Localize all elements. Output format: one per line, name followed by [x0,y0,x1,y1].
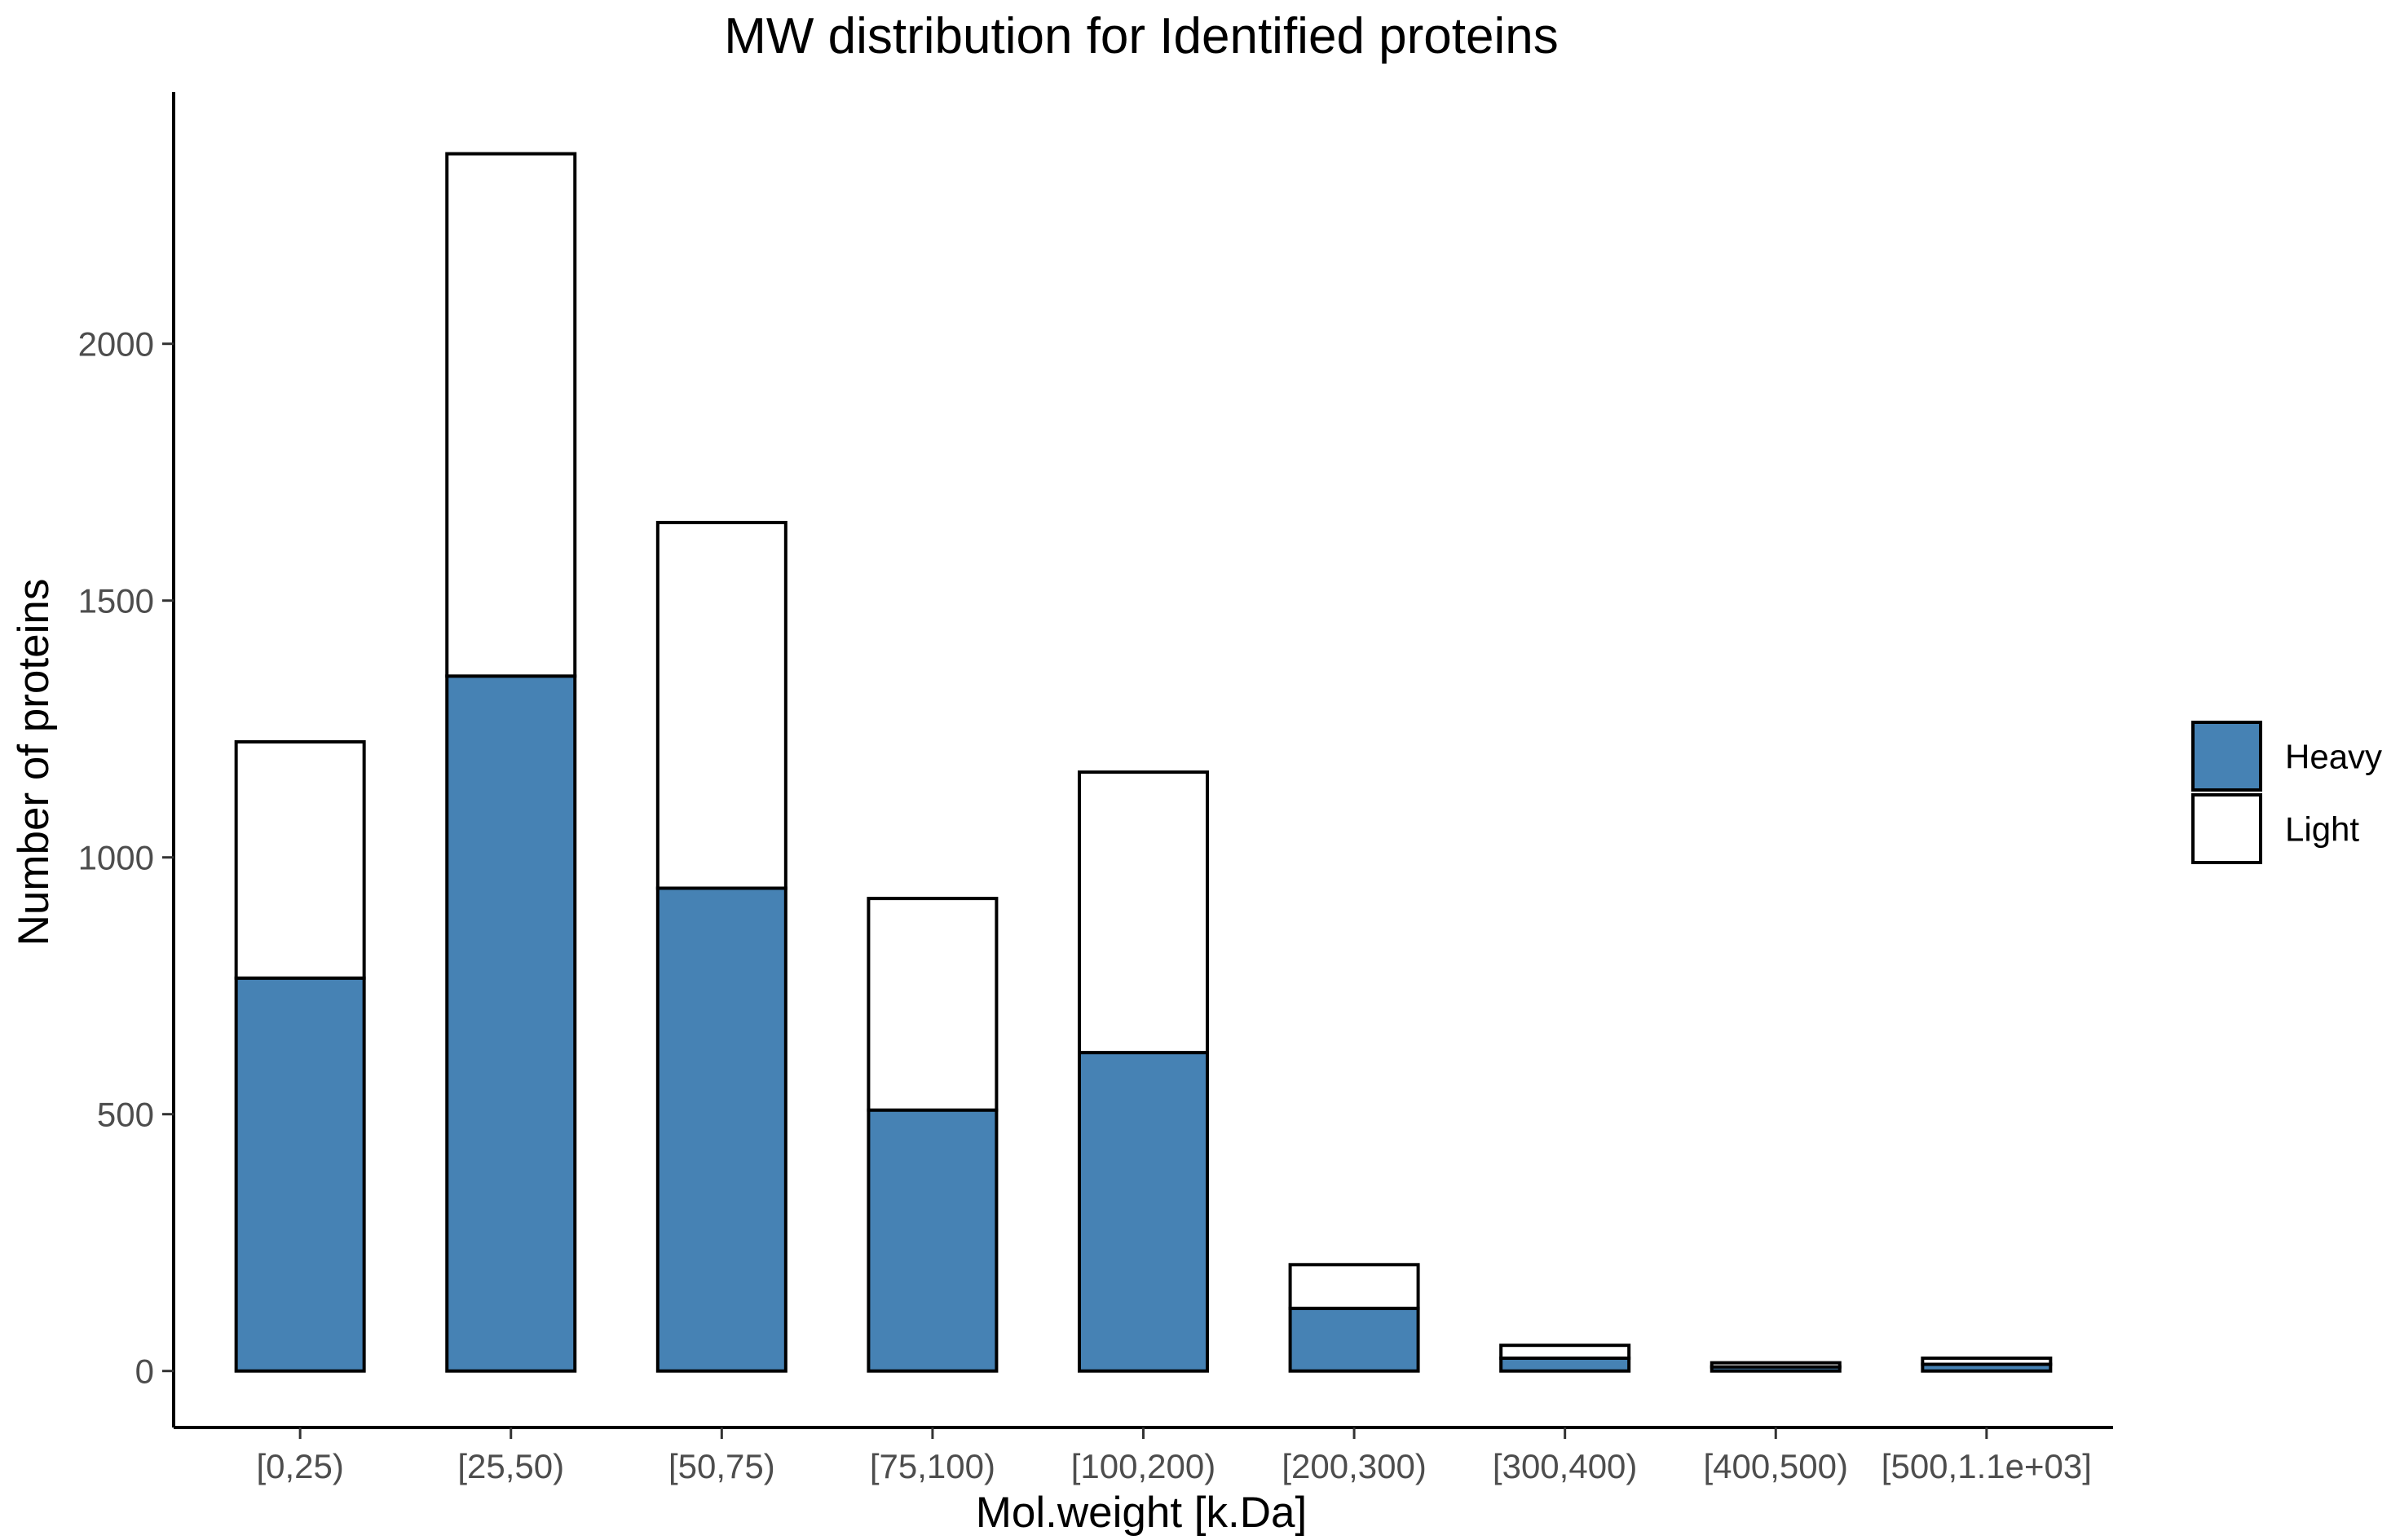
bar-heavy-3 [867,1108,999,1373]
plot-area: 0 500 1000 1500 2000 [0,25) [25,50) [50,75) [75,… [78,92,2113,1485]
bar-light-3 [867,897,999,1112]
bar-light-8 [1921,1356,2053,1366]
x-tick-label: [300,400) [1493,1447,1637,1485]
bar-heavy-5 [1288,1306,1420,1373]
bar-light-5 [1288,1263,1420,1310]
bar-heavy-1 [445,674,577,1373]
x-tick-label: [100,200) [1071,1447,1215,1485]
y-tick-label: 1000 [78,839,154,877]
bar-light-1 [445,152,577,678]
bar-light-6 [1499,1344,1631,1360]
y-tick-label: 0 [135,1352,154,1391]
legend-label-light: Light [2285,810,2359,849]
x-tick-label: [0,25) [256,1447,343,1485]
x-tick-label: [50,75) [668,1447,775,1485]
chart-title: MW distribution for Identified proteins [724,8,1558,64]
bar-light-4 [1078,770,1209,1055]
bar-light-0 [234,739,366,980]
x-tick-label: [200,300) [1282,1447,1426,1485]
bar-heavy-4 [1078,1051,1209,1373]
x-tick-label: [25,50) [457,1447,564,1485]
y-tick-label: 500 [97,1096,154,1134]
legend: Heavy Light [2191,721,2382,864]
bar-heavy-6 [1499,1356,1631,1373]
bar-light-7 [1710,1361,1842,1369]
bar-heavy-2 [655,886,788,1373]
y-tick-label: 1500 [78,582,154,620]
legend-key-light [2191,793,2262,864]
y-tick-label: 2000 [78,325,154,364]
bar-heavy-0 [234,976,366,1373]
x-tick-label: [75,100) [870,1447,995,1485]
legend-key-heavy [2191,721,2262,792]
x-tick-label: [500,1.1e+03] [1882,1447,2092,1485]
legend-label-heavy: Heavy [2285,738,2382,776]
bar-light-2 [655,520,788,890]
y-axis-title: Number of proteins [10,579,58,947]
x-axis-title: Mol.weight [k.Da] [976,1489,1307,1537]
x-tick-label: [400,500) [1704,1447,1848,1485]
